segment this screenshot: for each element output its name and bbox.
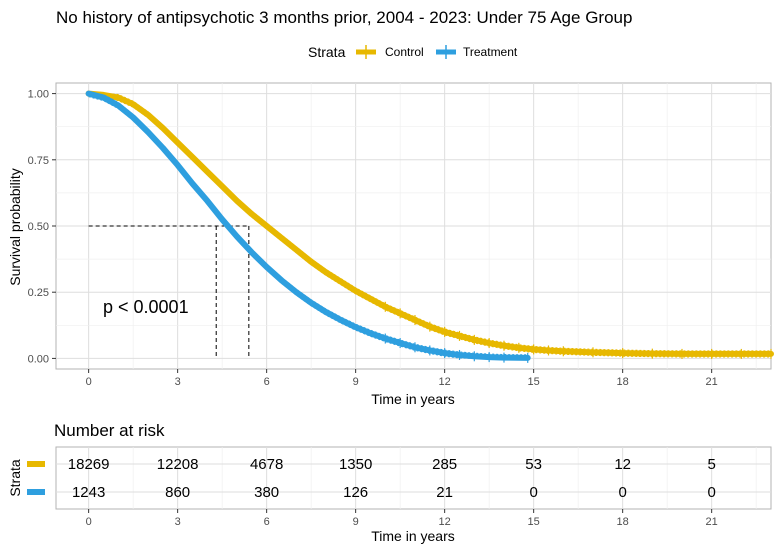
x-tick-label: 0 — [86, 376, 92, 388]
risk-count-control: 5 — [707, 456, 715, 473]
risk-x-tick-label: 15 — [528, 516, 540, 528]
survival-curve-treatment — [85, 90, 531, 361]
x-tick-label: 12 — [439, 376, 451, 388]
risk-table-x-ticks: 0 3 6 9 12 15 18 21 — [86, 509, 718, 528]
x-axis-label: Time in years — [371, 391, 455, 407]
x-tick-label: 3 — [175, 376, 181, 388]
risk-x-tick-label: 6 — [264, 516, 270, 528]
risk-count-control: 1350 — [339, 456, 372, 473]
risk-count-control: 4678 — [250, 456, 283, 473]
y-tick-label: 0.50 — [28, 221, 49, 233]
y-tick-label: 0.75 — [28, 155, 49, 167]
risk-count-control: 285 — [432, 456, 457, 473]
p-value: p < 0.0001 — [103, 297, 189, 317]
risk-count-treatment: 21 — [436, 484, 453, 501]
y-tick-label: 0.00 — [28, 353, 49, 365]
risk-count-treatment: 0 — [618, 484, 626, 501]
legend-label-control: Control — [385, 45, 424, 59]
risk-table-rows: 18269 12208 4678 1350 285 53 12 5 1243 860 380 126 2… — [27, 456, 716, 501]
y-axis-ticks: 0.00 0.25 0.50 0.75 1.00 — [28, 89, 56, 365]
risk-count-control: 12 — [614, 456, 631, 473]
x-tick-label: 15 — [528, 376, 540, 388]
risk-table-y-label: Strata — [7, 459, 23, 497]
risk-x-tick-label: 3 — [175, 516, 181, 528]
risk-x-tick-label: 21 — [706, 516, 718, 528]
risk-x-tick-label: 18 — [617, 516, 629, 528]
legend-title: Strata — [308, 44, 346, 60]
risk-table-title: Number at risk — [54, 421, 165, 440]
x-tick-label: 9 — [353, 376, 359, 388]
x-tick-label: 21 — [706, 376, 718, 388]
risk-count-treatment: 380 — [254, 484, 279, 501]
chart-title: No history of antipsychotic 3 months pri… — [56, 8, 632, 27]
risk-count-treatment: 126 — [343, 484, 368, 501]
x-axis-ticks: 0 3 6 9 12 15 18 21 — [86, 369, 718, 388]
risk-x-tick-label: 12 — [439, 516, 451, 528]
legend: Strata Control Treatment — [308, 44, 518, 60]
survival-curve-control — [85, 90, 774, 357]
risk-table-grid — [56, 447, 771, 509]
risk-count-treatment: 0 — [707, 484, 715, 501]
risk-table-x-label: Time in years — [371, 528, 455, 544]
risk-count-treatment: 1243 — [72, 484, 105, 501]
risk-x-tick-label: 0 — [86, 516, 92, 528]
y-tick-label: 1.00 — [28, 89, 49, 101]
legend-key-treatment — [436, 45, 456, 59]
legend-key-control — [356, 45, 376, 59]
risk-count-treatment: 0 — [529, 484, 537, 501]
risk-count-treatment: 860 — [165, 484, 190, 501]
survival-curves — [85, 90, 774, 363]
y-axis-label: Survival probability — [7, 168, 23, 286]
risk-count-control: 12208 — [157, 456, 199, 473]
risk-count-control: 53 — [525, 456, 542, 473]
risk-table-panel — [55, 446, 772, 510]
x-tick-label: 18 — [617, 376, 629, 388]
y-tick-label: 0.25 — [28, 287, 49, 299]
risk-x-tick-label: 9 — [353, 516, 359, 528]
x-tick-label: 6 — [264, 376, 270, 388]
risk-count-control: 18269 — [68, 456, 110, 473]
legend-label-treatment: Treatment — [463, 45, 518, 59]
